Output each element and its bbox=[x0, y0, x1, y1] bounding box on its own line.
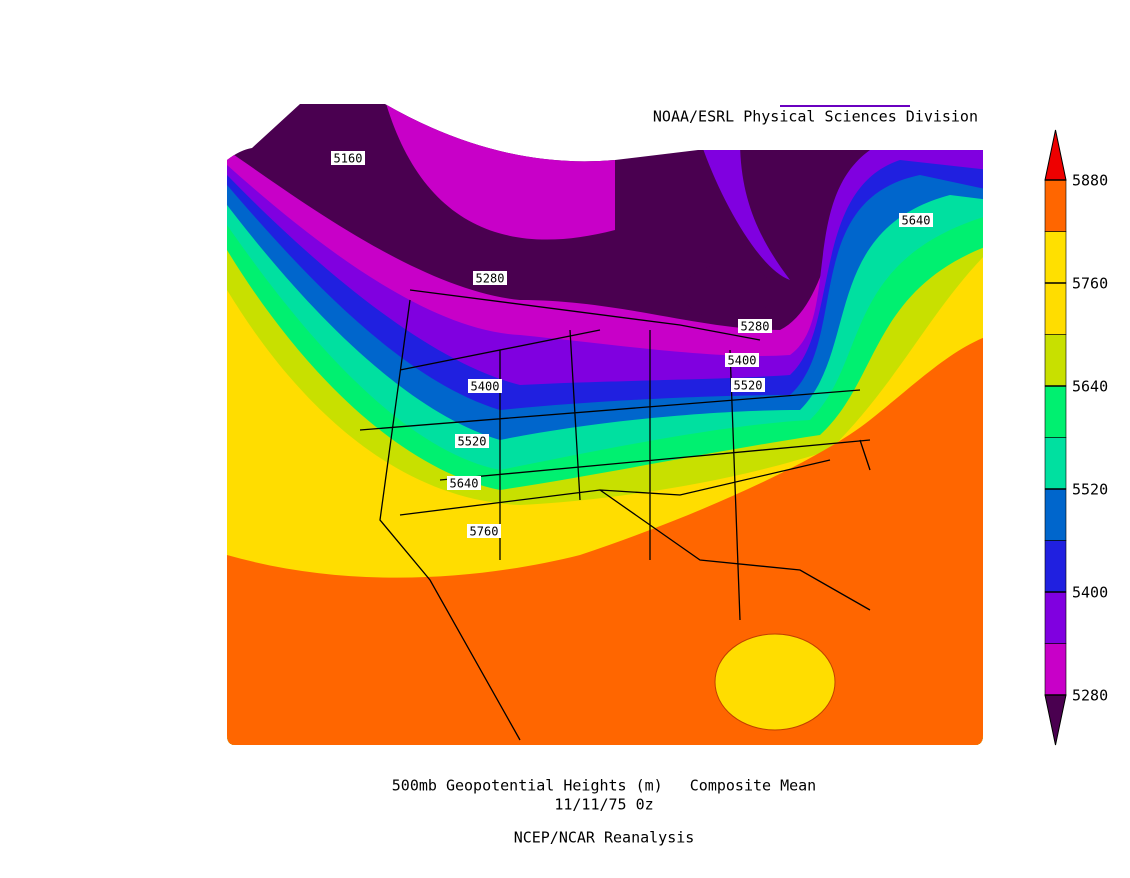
low-center bbox=[683, 264, 773, 320]
contour-label-box bbox=[468, 379, 502, 393]
contour-label-box bbox=[725, 353, 759, 367]
colorbar-tick-label: 5400 bbox=[1072, 584, 1108, 602]
map-date: 11/11/75 0z bbox=[554, 796, 653, 814]
contour-label: 5640 bbox=[902, 214, 931, 228]
colorbar-tick-label: 5640 bbox=[1072, 378, 1108, 396]
colorbar-segment bbox=[1044, 334, 1067, 387]
colorbar-segment bbox=[1044, 437, 1067, 490]
colorbar-end bbox=[1044, 694, 1067, 746]
colorbar-segment bbox=[1044, 591, 1067, 644]
credit: NOAA/ESRL Physical Sciences Division bbox=[653, 108, 978, 126]
contour-label-box bbox=[899, 213, 933, 227]
colorbar-segment bbox=[1044, 179, 1067, 232]
contour-label: 5520 bbox=[734, 379, 763, 393]
map-title: 500mb Geopotential Heights (m) Composite… bbox=[392, 777, 816, 795]
contour-label: 5640 bbox=[450, 477, 479, 491]
contour-label: 5520 bbox=[458, 435, 487, 449]
contour-label: 5280 bbox=[476, 272, 505, 286]
colorbar-tick-label: 5760 bbox=[1072, 275, 1108, 293]
colorbar-segment bbox=[1044, 488, 1067, 541]
contour-label: 5400 bbox=[728, 354, 757, 368]
colorbar-segment bbox=[1044, 385, 1067, 438]
contour-label-box bbox=[331, 151, 365, 165]
colorbar: 5280 5400 5520 5640 5760 5880 bbox=[1044, 129, 1108, 746]
colorbar-tick-label: 5280 bbox=[1072, 687, 1108, 705]
contour-label-box bbox=[467, 524, 501, 538]
contour-label-box bbox=[447, 476, 481, 490]
contour-label-box bbox=[455, 434, 489, 448]
map bbox=[227, 104, 983, 745]
contour-label: 5280 bbox=[741, 320, 770, 334]
colorbar-tick-label: 5880 bbox=[1072, 172, 1108, 190]
colorbar-segment bbox=[1044, 282, 1067, 335]
colorbar-tick-label: 5520 bbox=[1072, 481, 1108, 499]
high-center bbox=[714, 633, 836, 731]
contour-label: 5400 bbox=[471, 380, 500, 394]
colorbar-segment bbox=[1044, 540, 1067, 593]
contour-label-box bbox=[738, 319, 772, 333]
contour-label: 5760 bbox=[470, 525, 499, 539]
boundaries bbox=[359, 289, 871, 741]
contour-labels: 5160 5280 5280 5640 5400 5520 5400 5520 5640 5760 bbox=[331, 151, 933, 539]
contour-label: 5160 bbox=[334, 152, 363, 166]
colorbar-segment bbox=[1044, 231, 1067, 284]
contour-label-box bbox=[731, 378, 765, 392]
colorbar-end bbox=[1044, 129, 1067, 181]
map-source: NCEP/NCAR Reanalysis bbox=[514, 829, 695, 847]
colorbar-segment bbox=[1044, 643, 1067, 696]
contour-label-box bbox=[473, 271, 507, 285]
